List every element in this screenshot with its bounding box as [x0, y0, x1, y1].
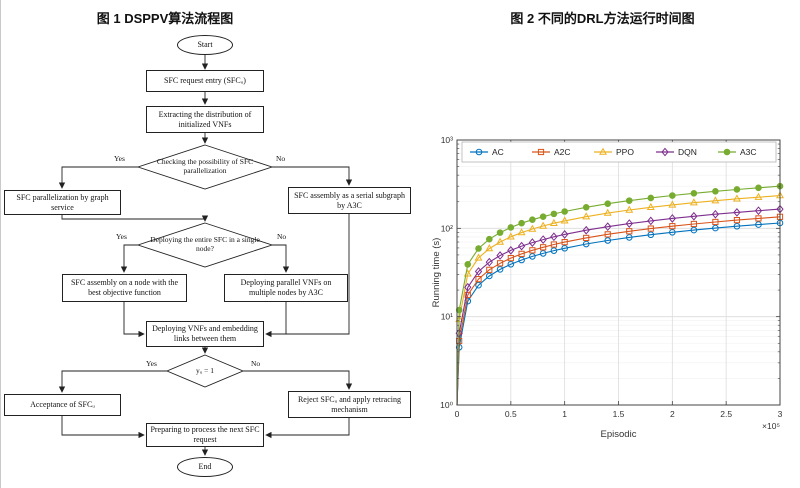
decision-diamond-parallelization	[136, 144, 274, 190]
svg-text:2.5: 2.5	[720, 409, 732, 419]
svg-text:A3C: A3C	[740, 147, 757, 157]
flow-node-parallelization: SFC parallelization by graph service	[4, 190, 121, 215]
svg-text:10²: 10²	[441, 223, 453, 233]
decision-text-single-node: Deploying the entire SFC in a single nod…	[150, 235, 260, 253]
branch-label-no-3: No	[251, 359, 261, 368]
svg-text:×10⁵: ×10⁵	[762, 421, 780, 431]
flow-node-best-objective: SFC assembly on a node with the best obj…	[62, 274, 187, 302]
flow-node-end: End	[177, 457, 233, 477]
flow-node-reject: Reject SFCᵤ and apply retracing mechanis…	[288, 391, 411, 418]
flow-node-serial-assembly: SFC assembly as a serial subgraph by A3C	[288, 187, 411, 214]
svg-text:3: 3	[778, 409, 783, 419]
svg-text:1: 1	[562, 409, 567, 419]
decision-diamond-yu	[165, 354, 245, 388]
flow-node-acceptance: Acceptance of SFCᵤ	[4, 394, 121, 416]
running-time-chart: 0 0.5 1 1.5 2 2.5 3 10⁰ 10¹ 10² 10³ Episodic ×10⁵ Run…	[430, 114, 800, 474]
svg-text:0: 0	[455, 409, 460, 419]
flow-node-start: Start	[177, 35, 233, 55]
branch-label-yes-3: Yes	[146, 359, 157, 368]
decision-diamond-single-node	[136, 222, 274, 268]
svg-text:PPO: PPO	[616, 147, 634, 157]
flow-node-deploy-vnfs: Deploying VNFs and embedding links betwe…	[146, 321, 264, 347]
branch-label-yes-1: Yes	[114, 154, 125, 163]
svg-text:10³: 10³	[441, 135, 453, 145]
svg-text:Episodic: Episodic	[601, 429, 637, 440]
page-left-border	[0, 0, 1, 488]
svg-text:Running time (s): Running time (s)	[431, 238, 442, 308]
branch-label-no-1: No	[276, 154, 286, 163]
svg-text:10⁰: 10⁰	[440, 400, 453, 410]
svg-text:0.5: 0.5	[505, 409, 517, 419]
svg-text:1.5: 1.5	[613, 409, 625, 419]
svg-text:DQN: DQN	[678, 147, 697, 157]
svg-text:10¹: 10¹	[441, 312, 453, 322]
flow-node-prepare-next: Preparing to process the next SFC reques…	[146, 423, 264, 447]
decision-text-parallelization: Checking the possibility of SFC parallel…	[156, 157, 254, 175]
svg-text:A2C: A2C	[554, 147, 571, 157]
figure1-caption: 图 1 DSPPV算法流程图	[96, 11, 234, 26]
branch-label-yes-2: Yes	[116, 232, 127, 241]
svg-text:2: 2	[670, 409, 675, 419]
figure2-caption: 图 2 不同的DRL方法运行时间图	[510, 11, 695, 26]
svg-text:AC: AC	[492, 147, 504, 157]
flow-node-extract-distribution: Extracting the distribution of initializ…	[146, 106, 264, 133]
flow-node-request-entry: SFC request entry (SFCᵤ)	[146, 70, 264, 92]
decision-text-yu: yᵤ = 1	[196, 365, 214, 375]
running-time-chart-canvas: 0 0.5 1 1.5 2 2.5 3 10⁰ 10¹ 10² 10³ Episodic ×10⁵ Run…	[431, 135, 784, 440]
flow-node-parallel-deploy: Deploying parallel VNFs on multiple node…	[224, 274, 348, 302]
branch-label-no-2: No	[277, 232, 287, 241]
flowchart-connectors	[58, 55, 353, 456]
